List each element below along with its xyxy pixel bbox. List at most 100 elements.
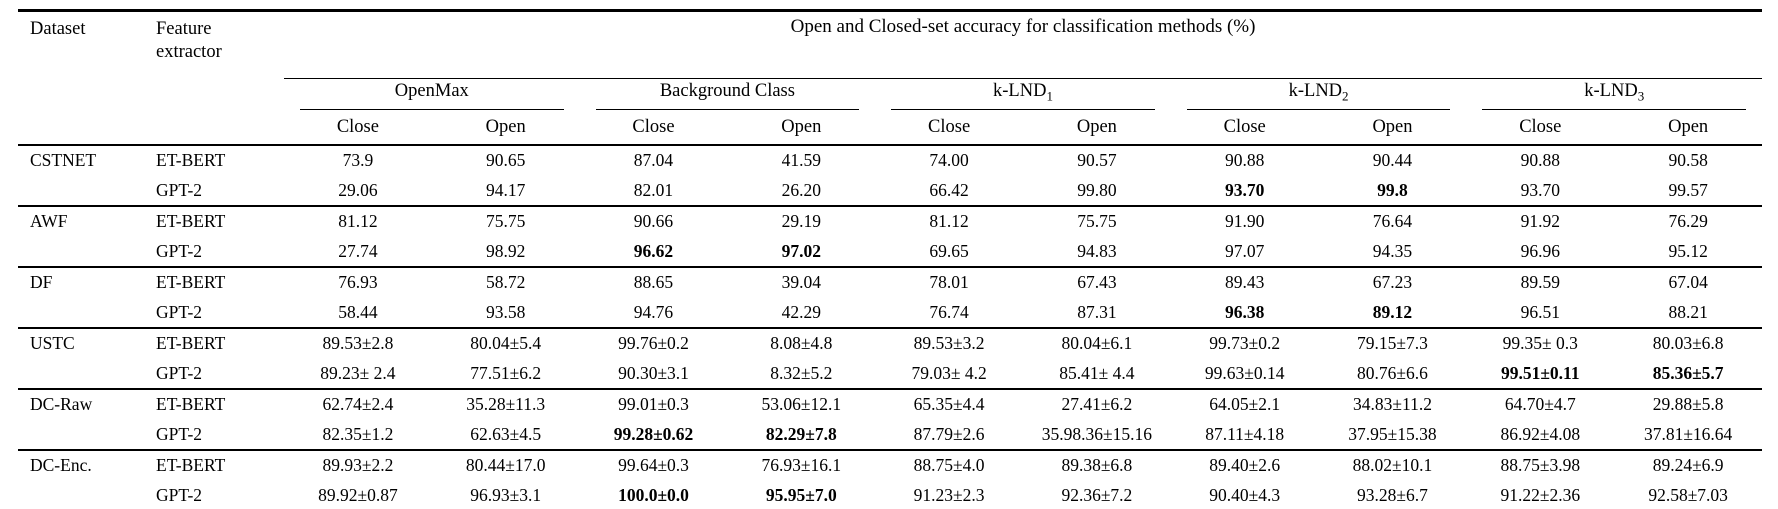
dataset-cell [18, 359, 156, 390]
value-cell: 93.70 [1520, 179, 1560, 200]
value-cell: 95.95±7.0 [765, 484, 837, 505]
value-cell: 91.22±2.36 [1500, 484, 1581, 505]
open-header: Open [431, 110, 580, 146]
value-cell: 76.93±16.1 [727, 449, 876, 481]
value-cell: 66.42 [929, 179, 969, 200]
open-header: Open [727, 110, 876, 146]
value-cell: 89.93±2.2 [284, 449, 432, 481]
value-cell: 80.04±5.4 [431, 327, 580, 359]
value-cell: 8.32±5.2 [770, 362, 833, 383]
table-row: DC-Enc. ET-BERT 89.93±2.2 80.44±17.0 99.64±0… [18, 449, 1763, 481]
value-cell: 29.88±5.8 [1614, 388, 1763, 420]
dataset-column-header: Dataset [18, 10, 156, 146]
value-cell: 8.08±4.8 [727, 327, 876, 359]
value-cell: 89.59 [1466, 266, 1615, 298]
dataset-cell: DC-Raw [18, 388, 156, 420]
value-cell: 99.64±0.3 [579, 449, 728, 481]
value-cell: 88.21 [1668, 301, 1708, 322]
table-row: GPT-2 82.35±1.2 62.63±4.5 99.28±0.62 82.29±7… [18, 420, 1762, 451]
extractor-cell: ET-BERT [156, 388, 284, 420]
value-cell: 42.29 [781, 301, 821, 322]
value-cell: 94.17 [486, 179, 526, 200]
value-cell: 99.8 [1377, 179, 1408, 200]
value-cell: 89.92±0.87 [318, 484, 398, 505]
value-cell: 79.15±7.3 [1318, 327, 1467, 359]
table-row: GPT-2 29.06 94.17 82.01 26.20 66.42 99.80 93.70… [18, 176, 1762, 207]
group-header-k-lnd2: k-LND2 [1171, 79, 1467, 110]
value-cell: 89.53±3.2 [875, 327, 1023, 359]
value-cell: 79.03± 4.2 [911, 362, 987, 383]
value-cell: 99.28±0.62 [613, 423, 694, 444]
close-header: Close [579, 110, 728, 146]
value-cell: 99.51±0.11 [1500, 362, 1580, 383]
open-header: Open [1022, 110, 1171, 146]
dataset-cell: CSTNET [18, 144, 156, 176]
value-cell: 90.88 [1466, 144, 1615, 176]
value-cell: 88.75±4.0 [875, 449, 1023, 481]
value-cell: 89.12 [1372, 301, 1413, 322]
value-cell: 58.44 [338, 301, 378, 322]
value-cell: 82.01 [633, 179, 674, 200]
value-cell: 87.11±4.18 [1205, 423, 1285, 444]
value-cell: 27.74 [338, 240, 378, 261]
value-cell: 89.23± 2.4 [320, 362, 396, 383]
value-cell: 90.65 [431, 144, 580, 176]
value-cell: 94.83 [1077, 240, 1117, 261]
value-cell: 94.35 [1372, 240, 1413, 261]
value-cell: 78.01 [875, 266, 1023, 298]
table-row: GPT-2 89.23± 2.4 77.51±6.2 90.30±3.1 8.32±5.… [18, 359, 1762, 390]
value-cell: 91.92 [1466, 205, 1615, 237]
value-cell: 88.65 [579, 266, 728, 298]
value-cell: 53.06±12.1 [727, 388, 876, 420]
value-cell: 80.03±6.8 [1614, 327, 1763, 359]
value-cell: 99.01±0.3 [579, 388, 728, 420]
value-cell: 92.36±7.2 [1061, 484, 1133, 505]
value-cell: 35.98.36±15.16 [1041, 423, 1152, 444]
value-cell: 93.58 [486, 301, 526, 322]
value-cell: 88.75±3.98 [1466, 449, 1615, 481]
value-cell: 89.38±6.8 [1022, 449, 1171, 481]
value-cell: 99.73±0.2 [1170, 327, 1319, 359]
value-cell: 96.93±3.1 [470, 484, 542, 505]
value-cell: 29.06 [338, 179, 378, 200]
value-cell: 29.19 [727, 205, 876, 237]
value-cell: 88.02±10.1 [1318, 449, 1467, 481]
extractor-cell: GPT-2 [156, 301, 203, 322]
value-cell: 74.00 [875, 144, 1023, 176]
extractor-cell: ET-BERT [156, 449, 284, 481]
table-header: Dataset Feature extractor Open and Close… [18, 10, 1763, 146]
dataset-cell: DC-Enc. [18, 449, 156, 481]
value-cell: 65.35±4.4 [875, 388, 1023, 420]
value-cell: 96.51 [1520, 301, 1560, 322]
table-row: DC-Raw ET-BERT 62.74±2.4 35.28±11.3 99.01±0.… [18, 388, 1763, 420]
value-cell: 80.76±6.6 [1357, 362, 1428, 383]
value-cell: 99.57 [1668, 179, 1708, 200]
value-cell: 82.35±1.2 [322, 423, 394, 444]
value-cell: 90.66 [579, 205, 728, 237]
value-cell: 64.05±2.1 [1170, 388, 1319, 420]
feature-extractor-column-header: Feature extractor [156, 10, 284, 146]
results-table: Dataset Feature extractor Open and Close… [18, 9, 1763, 509]
value-cell: 93.28±6.7 [1357, 484, 1428, 505]
value-cell: 80.44±17.0 [431, 449, 580, 481]
value-cell: 90.58 [1614, 144, 1763, 176]
value-cell: 91.23±2.3 [913, 484, 985, 505]
value-cell: 37.81±16.64 [1643, 423, 1733, 444]
value-cell: 99.76±0.2 [579, 327, 728, 359]
value-cell: 87.79±2.6 [913, 423, 985, 444]
table-row: DF ET-BERT 76.93 58.72 88.65 39.04 78.01 67.43 8… [18, 266, 1763, 298]
value-cell: 76.93 [284, 266, 432, 298]
dataset-cell [18, 481, 156, 509]
close-header: Close [1466, 110, 1615, 146]
value-cell: 81.12 [875, 205, 1023, 237]
value-cell: 97.07 [1224, 240, 1265, 261]
value-cell: 89.53±2.8 [284, 327, 432, 359]
value-cell: 89.24±6.9 [1614, 449, 1763, 481]
value-cell: 75.75 [1022, 205, 1171, 237]
extractor-cell: ET-BERT [156, 327, 284, 359]
group-header-k-lnd3: k-LND3 [1466, 79, 1762, 110]
value-cell: 87.04 [579, 144, 728, 176]
value-cell: 62.63±4.5 [470, 423, 542, 444]
method-group-row: OpenMax Background Class k-LND1 k-LND2 k… [18, 79, 1762, 110]
